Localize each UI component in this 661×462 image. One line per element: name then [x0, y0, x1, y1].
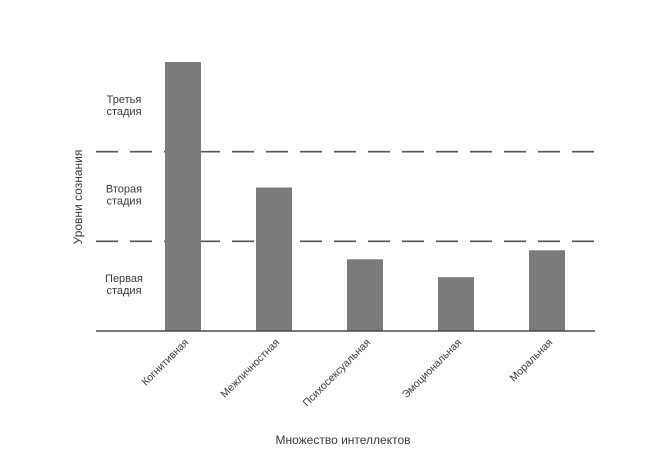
x-tick-labels: Когнитивная Межличностная Психосексуальная… [139, 337, 555, 410]
x-axis-label: Множество интеллектов [275, 433, 410, 447]
x-tick-label-3: Психосексуальная [301, 337, 374, 410]
y-axis-label: Уровни сознания [71, 150, 85, 245]
bar-5 [529, 250, 565, 331]
bar-4 [438, 277, 474, 331]
x-tick-label-5: Моральная [508, 337, 556, 385]
x-tick-label-1: Когнитивная [139, 337, 191, 389]
stage-labels: Первая стадия Вторая стадия Третья стадия [105, 94, 143, 297]
bars [165, 62, 565, 331]
bar-1 [165, 62, 201, 331]
stage-label-2: Вторая стадия [106, 184, 142, 208]
bar-3 [347, 259, 383, 331]
bar-2 [256, 187, 292, 331]
stage-label-1: Первая стадия [105, 273, 143, 297]
x-tick-label-4: Эмоциональная [400, 337, 464, 401]
x-tick-label-2: Межличностная [218, 337, 282, 401]
stage-label-3: Третья стадия [106, 94, 141, 118]
